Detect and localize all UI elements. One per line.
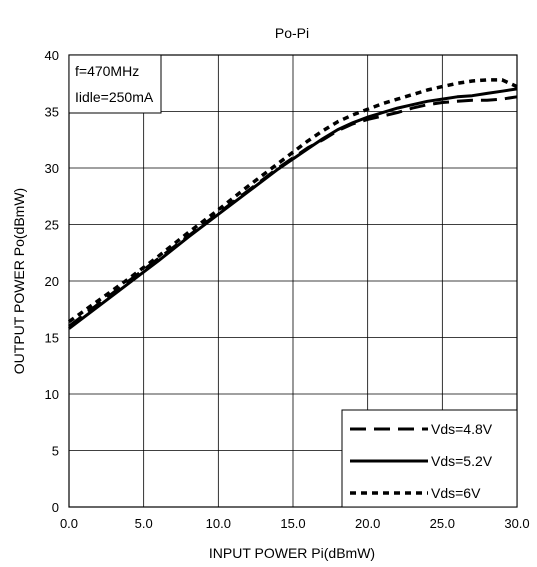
series-layer xyxy=(67,78,518,330)
y-axis-label: OUTPUT POWER Po(dBmW) xyxy=(11,188,27,374)
annotation-box xyxy=(68,54,162,114)
x-tick-label: 5.0 xyxy=(135,516,153,531)
x-tick-label: 15.0 xyxy=(280,516,305,531)
x-tick-label: 25.0 xyxy=(430,516,455,531)
y-tick-label: 15 xyxy=(45,331,59,346)
y-tick-label: 5 xyxy=(52,444,59,459)
legend-label-2: Vds=5.2V xyxy=(431,453,493,469)
annotation-frequency: f=470MHz xyxy=(75,63,139,79)
y-tick-label: 35 xyxy=(45,105,59,120)
y-tick-label: 30 xyxy=(45,161,59,176)
legend-label-3: Vds=6V xyxy=(431,485,481,501)
y-tick-label: 10 xyxy=(45,387,59,402)
y-tick-label: 25 xyxy=(45,218,59,233)
x-tick-label: 0.0 xyxy=(60,516,78,531)
legend: Vds=4.8V Vds=5.2V Vds=6V xyxy=(341,409,518,508)
x-axis-label: INPUT POWER Pi(dBmW) xyxy=(209,545,375,561)
series-line-2 xyxy=(68,87,518,330)
y-tick-label: 40 xyxy=(45,48,59,63)
legend-label-1: Vds=4.8V xyxy=(431,421,493,437)
chart-title: Po-Pi xyxy=(275,25,309,41)
plot-frame xyxy=(68,54,518,508)
condition-annotation: f=470MHz Iidle=250mA xyxy=(68,54,162,114)
series-line-3 xyxy=(67,78,518,324)
legend-box xyxy=(341,409,518,508)
x-tick-label: 30.0 xyxy=(504,516,529,531)
y-tick-label: 0 xyxy=(52,500,59,515)
x-tick-label: 20.0 xyxy=(355,516,380,531)
x-tick-labels: 0.0 5.0 10.0 15.0 20.0 25.0 30.0 xyxy=(60,516,530,531)
x-tick-label: 10.0 xyxy=(206,516,231,531)
grid xyxy=(68,54,518,508)
annotation-idle-current: Iidle=250mA xyxy=(75,89,154,105)
y-tick-label: 20 xyxy=(45,274,59,289)
y-tick-labels: 0 5 10 15 20 25 30 35 40 xyxy=(45,48,59,515)
